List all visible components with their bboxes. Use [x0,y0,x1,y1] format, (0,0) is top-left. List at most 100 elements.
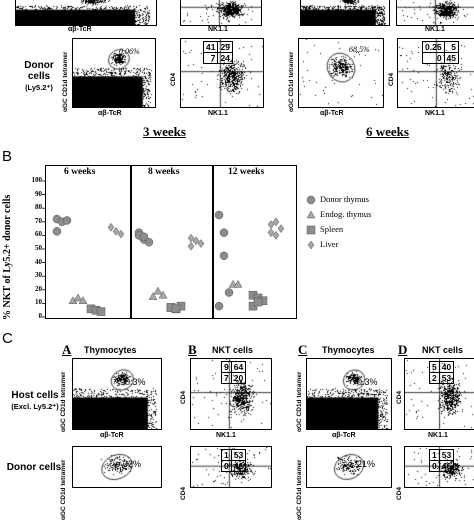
quadrant-values: 1 53 0 46 [221,449,247,472]
facs-a-row1-far-dotplot [396,0,474,26]
subpanel-title-thymocytes: Thymocytes [322,345,375,355]
legend-marker-circle [306,195,316,205]
facs-dots [16,0,156,25]
quad-ul: 0.25 [422,41,445,53]
quad-ll: 7 [202,52,219,64]
y-tick-label: 60 [35,230,42,239]
timepoint-3-weeks: 3 weeks [143,124,186,139]
quadrant-values: 0.25 5 0 45 [422,41,460,64]
quadrant-values: 1 53 0 46 [429,449,455,472]
chart-panel-8-weeks [131,165,213,319]
facs-c-donor-thymocytes-dotplot-2: 21% [306,446,392,488]
y-axis-label: CD4 [180,390,187,404]
timepoint-6-weeks: 6 weeks [366,124,409,139]
y-axis-label: αGC CD1d tetramer [60,459,67,520]
x-axis-label: αβ-TcR [320,110,344,117]
y-axis-label: αGC CD1d tetramer [60,371,67,432]
x-axis-label: αβ-TcR [100,432,124,439]
y-axis-label: CD4 [170,72,177,86]
quad-ul: 5 [429,361,440,373]
gate-percentage: 21% [357,459,376,469]
y-tick-label: 30 [35,271,42,280]
donor-cells-title: Donor cells [6,462,62,473]
y-axis-label: αGC CD1d tetramer [296,459,303,520]
quad-ul: 1 [221,449,232,461]
chart-y-axis-label: % NKT of Ly5.2+ donor cells [2,194,13,320]
quad-ur: 29 [217,41,233,53]
quad-lr: 20 [230,372,247,384]
quad-ur: 53 [230,449,247,461]
gate-percentage: 0.06% [119,47,140,56]
facs-dots [73,39,155,107]
quad-lr: 53 [438,372,455,384]
chart-panel-title: 8 weeks [148,167,180,177]
facs-c-host-nkt-dotplot-2: 5 40 2 53 [404,358,474,430]
facs-dots [397,0,474,25]
y-axis-label: CD4 [388,72,395,86]
facs-dots [181,0,261,25]
quad-lr: 46 [438,460,455,472]
facs-a-3wk-nk-dotplot: 41 29 7 24 [180,38,264,108]
panel-letter-b: B [2,148,13,165]
quad-ll: 7 [221,372,232,384]
legend-label: Donor thymus [320,194,369,204]
legend-label: Spleen [320,224,344,234]
y-tick-label: 10 [35,298,42,307]
quad-ll: 0 [221,460,232,472]
facs-c-donor-nkt-dotplot: 1 53 0 46 [190,446,272,488]
facs-a-3wk-tetramer-dotplot: 0.06% [72,38,156,108]
subpanel-letter-c: C [298,342,308,357]
facs-dots [73,359,161,429]
quadrant-values: 9 64 7 20 [221,361,247,384]
host-cells-sub: (Excl. Ly5.2⁺) [11,402,59,411]
y-tick-label: 90 [35,189,42,198]
quad-lr: 45 [443,52,460,64]
chart-panel-title: 12 weeks [228,167,265,177]
y-tick-label: 80 [35,203,42,212]
x-axis-label: αβ-TcR [68,26,92,33]
facs-c-donor-nkt-dotplot-2: 1 53 0 46 [404,446,474,488]
legend-label: Endog. thymus [320,209,372,219]
subpanel-letter-a: A [62,342,72,357]
quad-ul: 1 [429,449,440,461]
subpanel-title-nkt: NKT cells [212,345,254,355]
quad-ll: 0 [429,460,440,472]
x-axis-label: NK1.1 [208,110,228,117]
facs-c-host-thymocytes-dotplot: 0.3% [72,358,162,430]
x-axis-label: αβ-TcR [98,110,122,117]
facs-dots [307,447,391,487]
y-tick-label: 20 [35,284,42,293]
y-axis-label: CD4 [396,390,403,404]
x-axis-label: NK1.1 [425,110,445,117]
facs-c-donor-thymocytes-dotplot: 32% [72,446,162,488]
donor-cells-label-c: Donor cells [6,462,62,473]
x-axis-label: NK1.1 [208,26,228,33]
x-axis-label: NK1.1 [425,26,445,33]
quadrant-values: 5 40 2 53 [429,361,455,384]
quad-ur: 5 [443,41,460,53]
panel-letter-c: C [2,330,13,347]
subpanel-title-nkt: NKT cells [422,345,464,355]
facs-a-row1-left-dotplot [15,0,157,26]
y-axis-label: αGC CD1d tetramer [62,51,69,112]
subpanel-title-thymocytes: Thymocytes [84,345,137,355]
host-cells-title: Host cells [11,390,59,401]
quad-ur: 64 [230,361,247,373]
donor-cells-sub: (Ly5.2⁺) [25,83,53,92]
y-tick-label: 50 [35,244,42,252]
chart-panel-6-weeks [45,165,131,319]
x-axis-label: αβ-TcR [332,432,356,439]
donor-cells-label: Donor cells (Ly5.2⁺) [14,60,64,93]
chart-panel-12-weeks [213,165,297,319]
facs-a-row1-mid-dotplot [180,0,262,26]
quad-ll: 0 [422,52,445,64]
legend-label: Liver [320,239,339,249]
facs-dots [299,39,383,107]
y-tick-label: 100 [31,176,43,184]
quad-ul: 41 [202,41,219,53]
gate-percentage: 68.5% [349,45,370,54]
subpanel-letter-b: B [188,342,197,357]
y-axis-label: αGC CD1d tetramer [296,371,303,432]
y-tick-label: 70 [35,216,42,225]
y-axis-label: αGC CD1d tetramer [288,51,295,112]
